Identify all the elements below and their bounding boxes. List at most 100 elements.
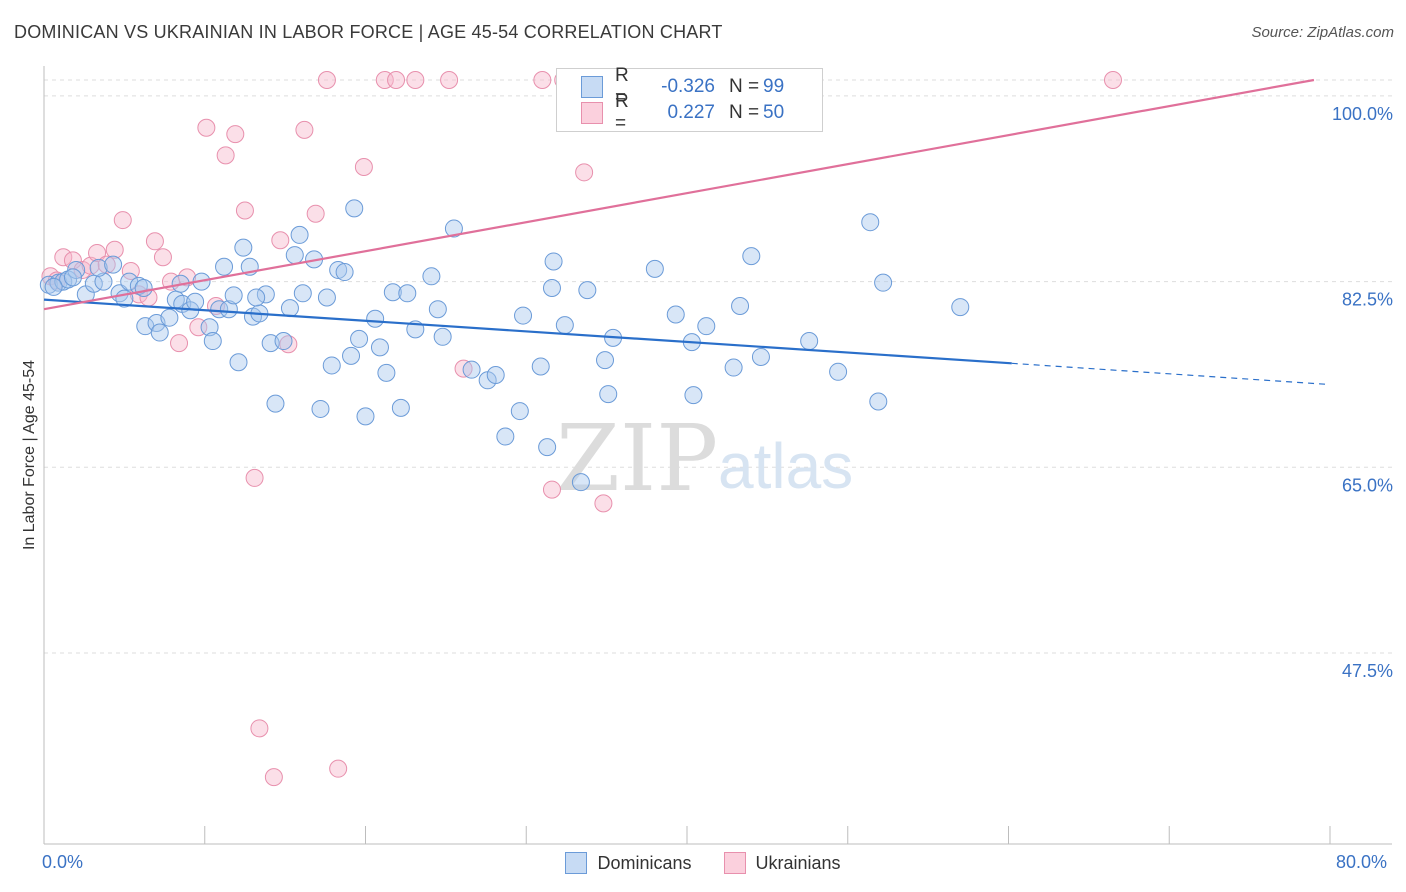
dominican-point [215, 257, 234, 276]
y-tick-label: 47.5% [1342, 661, 1393, 681]
series-legend: Dominicans Ukrainians [0, 852, 1406, 874]
dominican-point [510, 402, 529, 421]
dominican-point [542, 278, 561, 297]
dominican-point [861, 213, 880, 232]
ukrainian-trend-line [43, 78, 1315, 311]
dominican-point [256, 285, 275, 304]
ukrainian-point [406, 71, 425, 89]
dominican-point [234, 238, 253, 257]
dominican-point [210, 300, 229, 319]
legend-row-dominicans: R = -0.326 N = 99 [581, 65, 785, 108]
ukrainian-point [197, 118, 216, 137]
ukrainian-point [317, 71, 336, 89]
axes [43, 66, 1392, 845]
dominican-point [345, 199, 364, 218]
dominican-point [800, 332, 819, 351]
dominican-point [829, 362, 848, 381]
legend-swatch-blue [581, 76, 603, 98]
ukrainian-point [440, 71, 459, 89]
dominican-point [229, 353, 248, 372]
ukrainian-point [542, 480, 561, 499]
dominican-point [335, 263, 354, 282]
ukrainian-point [295, 120, 314, 139]
dominican-point [874, 273, 893, 292]
dominican-point [317, 288, 336, 307]
dominican-point [219, 300, 238, 319]
legend-r-value: 0.227 [667, 102, 715, 123]
ukrainian-point [354, 158, 373, 177]
correlation-legend: R = -0.326 N = 99 R = 0.227 N = 50 [556, 65, 823, 134]
y-tick-label: 82.5% [1342, 290, 1393, 310]
chart-source: Source: ZipAtlas.com [1251, 24, 1394, 41]
x-tick-label-max: 80.0% [1336, 852, 1388, 872]
legend-swatch-pink [581, 102, 603, 124]
dominican-point [742, 247, 761, 266]
ukrainian-point [575, 163, 594, 182]
dominican-point [486, 365, 505, 384]
ukrainian-point [54, 248, 73, 267]
dominican-point [290, 225, 309, 244]
dominican-point [398, 284, 417, 303]
dominican-point [266, 394, 285, 413]
dominican-point [377, 363, 396, 382]
legend-r-label: R = [615, 65, 629, 108]
legend-n-label: N = [729, 76, 760, 97]
dominican-point [869, 392, 888, 411]
ukrainian-point [306, 204, 325, 223]
x-tick-label-min: 0.0% [42, 852, 84, 872]
dominican-point [274, 332, 293, 351]
y-tick-label: 65.0% [1342, 475, 1393, 495]
legend-swatch-dominicans [565, 852, 588, 874]
dominican-point [666, 305, 685, 324]
dominican-point [751, 347, 770, 366]
legend-swatch-ukrainians [723, 852, 746, 874]
ukrainian-point [153, 248, 172, 267]
dominican-point [422, 267, 441, 286]
y-tick-labels: 100.0% 82.5% 65.0% 47.5% [1332, 104, 1393, 681]
dominican-point [444, 219, 463, 238]
chart-title: DOMINICAN VS UKRAINIAN IN LABOR FORCE | … [14, 22, 723, 42]
dominican-point [462, 360, 481, 379]
dominican-point [186, 292, 205, 311]
dominican-point [280, 299, 299, 318]
trend-lines [43, 78, 1331, 386]
dominican-point [224, 286, 243, 305]
ukrainian-point [226, 125, 245, 144]
dominican-point [342, 346, 361, 365]
dominican-point [724, 358, 743, 377]
legend-label-ukrainians: Ukrainians [755, 852, 841, 873]
legend-label-dominicans: Dominicans [597, 852, 692, 873]
watermark-zip: ZIP [556, 405, 718, 512]
dominican-point [697, 317, 716, 336]
data-points [39, 71, 1122, 787]
watermark-atlas: atlas [718, 430, 853, 502]
dominican-point [496, 427, 515, 446]
legend-r-value: -0.326 [661, 76, 715, 97]
dominican-point [951, 298, 970, 317]
dominican-point [322, 356, 341, 375]
dominican-point [329, 260, 348, 279]
dominican-point [571, 473, 590, 492]
dominican-point [596, 351, 615, 370]
legend-n-label: N = [729, 102, 760, 123]
ukrainian-point [271, 231, 290, 250]
dominican-point [285, 246, 304, 265]
dominican-point [366, 309, 385, 328]
legend-n-value: 99 [763, 76, 785, 97]
ukrainian-point [264, 768, 283, 787]
legend-row-ukrainians: R = 0.227 N = 50 [581, 91, 784, 134]
dominican-point [645, 259, 664, 278]
ukrainian-point [73, 260, 92, 279]
dominican-point [356, 407, 375, 426]
legend-item-dominicans: Dominicans [565, 852, 692, 874]
dominican-point [63, 268, 82, 287]
ukrainian-point [216, 146, 235, 165]
dominican-point [578, 281, 597, 300]
ukrainian-point [1103, 71, 1122, 89]
dominican-point [684, 386, 703, 405]
dominican-point [293, 284, 312, 303]
dominican-point [311, 399, 330, 418]
dominican-point [433, 327, 452, 346]
ukrainian-point [245, 468, 264, 487]
